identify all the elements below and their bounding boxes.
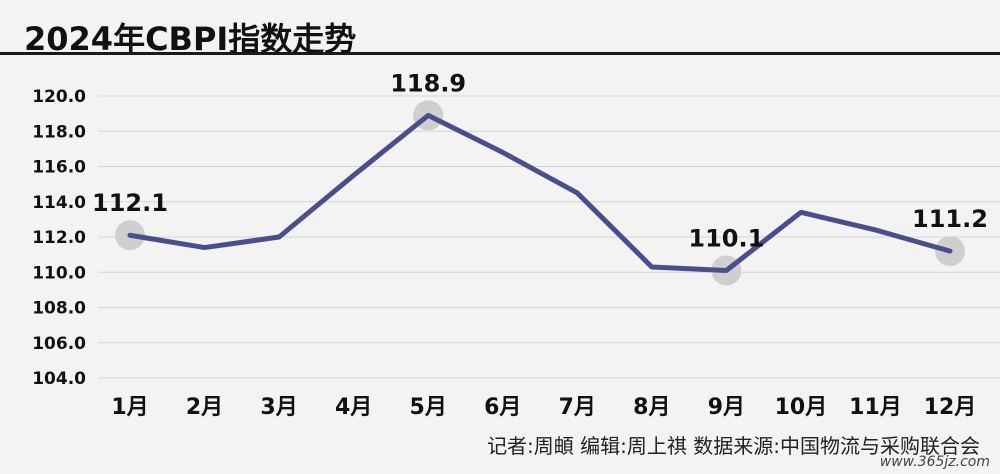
title-underline bbox=[0, 52, 1000, 55]
x-category-label: 10月 bbox=[775, 395, 828, 420]
x-category-label: 5月 bbox=[410, 395, 447, 420]
y-axis-ticks: 104.0 106.0 108.0 110.0 112.0 114.0 116.0 118.0… bbox=[32, 87, 86, 389]
y-tick-label: 118.0 bbox=[32, 122, 86, 142]
data-label: 111.2 bbox=[912, 205, 988, 233]
x-category-label: 3月 bbox=[260, 395, 297, 420]
y-tick-label: 106.0 bbox=[32, 334, 86, 354]
watermark: www.365jz.com bbox=[879, 454, 990, 470]
y-tick-label: 120.0 bbox=[32, 87, 86, 107]
x-category-label: 4月 bbox=[335, 395, 372, 420]
x-category-label: 1月 bbox=[111, 395, 148, 420]
x-axis-categories: 1月 2月 3月 4月 5月 6月 7月 8月 9月 10月 11月 12月 bbox=[111, 395, 976, 420]
data-labels: 112.1 118.9 110.1 111.2 bbox=[92, 69, 988, 252]
y-tick-label: 110.0 bbox=[32, 263, 86, 283]
x-category-label: 11月 bbox=[849, 395, 902, 420]
y-tick-label: 112.0 bbox=[32, 228, 86, 248]
grid-layer bbox=[98, 95, 1000, 379]
y-tick-label: 116.0 bbox=[32, 158, 86, 178]
line-chart: 104.0 106.0 108.0 110.0 112.0 114.0 116.0 118.0… bbox=[32, 69, 1000, 420]
chart-title: 2024年CBPI指数走势 bbox=[24, 20, 357, 58]
y-tick-label: 108.0 bbox=[32, 299, 86, 319]
x-category-label: 7月 bbox=[559, 395, 596, 420]
data-label: 112.1 bbox=[92, 189, 168, 217]
y-tick-label: 114.0 bbox=[32, 193, 86, 213]
x-category-label: 6月 bbox=[484, 395, 521, 420]
y-tick-label: 104.0 bbox=[32, 369, 86, 389]
series-line bbox=[127, 112, 953, 273]
x-category-label: 8月 bbox=[633, 395, 670, 420]
data-label: 110.1 bbox=[688, 224, 764, 252]
x-category-label: 12月 bbox=[924, 395, 977, 420]
data-label: 118.9 bbox=[390, 69, 466, 97]
x-category-label: 2月 bbox=[186, 395, 223, 420]
series-line-layer bbox=[127, 112, 953, 273]
credit-line: 记者:周頔 编辑:周上祺 数据来源:中国物流与采购联合会 bbox=[487, 434, 980, 458]
highlight-markers bbox=[115, 100, 965, 286]
x-category-label: 9月 bbox=[708, 395, 745, 420]
